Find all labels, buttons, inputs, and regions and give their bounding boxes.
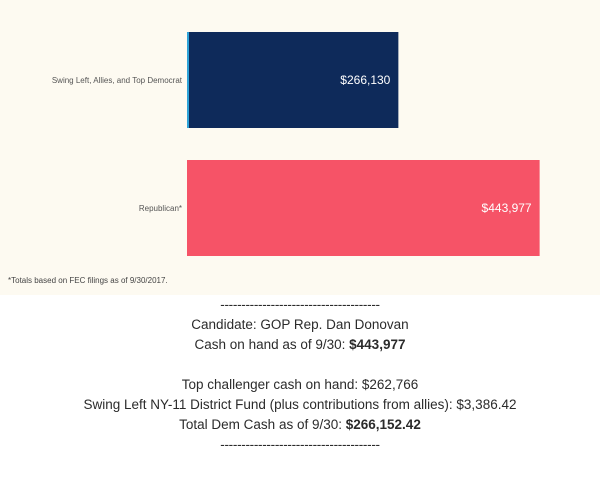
category-label-0: Swing Left, Allies, and Top Democrat (52, 76, 183, 85)
dem-cash-value: $266,152.42 (345, 417, 421, 432)
axis-accent (187, 32, 189, 128)
chart-panel: Swing Left, Allies, and Top Democrat $266… (0, 0, 600, 295)
summary-block: -------------------------------------- C… (0, 295, 600, 455)
chart-footnote: *Totals based on FEC filings as of 9/30/… (8, 276, 168, 285)
spacer (0, 355, 600, 375)
value-label-1: $443,977 (482, 201, 532, 215)
candidate-line: Candidate: GOP Rep. Dan Donovan (191, 317, 409, 332)
divider-top: -------------------------------------- (220, 297, 380, 312)
dem-cash-line: Total Dem Cash as of 9/30: $266,152.42 (0, 415, 600, 435)
bar-1 (187, 160, 540, 256)
dem-cash-label: Total Dem Cash as of 9/30: (179, 417, 346, 432)
challenger-line: Top challenger cash on hand: $262,766 (181, 377, 419, 392)
cash-label: Cash on hand as of 9/30: (194, 337, 350, 352)
value-label-0: $266,130 (340, 73, 390, 87)
bar-chart: Swing Left, Allies, and Top Democrat $266… (52, 32, 540, 256)
divider-bottom: -------------------------------------- (220, 437, 380, 452)
fund-line: Swing Left NY-11 District Fund (plus con… (83, 397, 517, 412)
cash-value: $443,977 (349, 337, 406, 352)
category-label-1: Republican* (139, 204, 182, 213)
bar-0 (187, 32, 399, 128)
cash-on-hand-line: Cash on hand as of 9/30: $443,977 (0, 335, 600, 355)
